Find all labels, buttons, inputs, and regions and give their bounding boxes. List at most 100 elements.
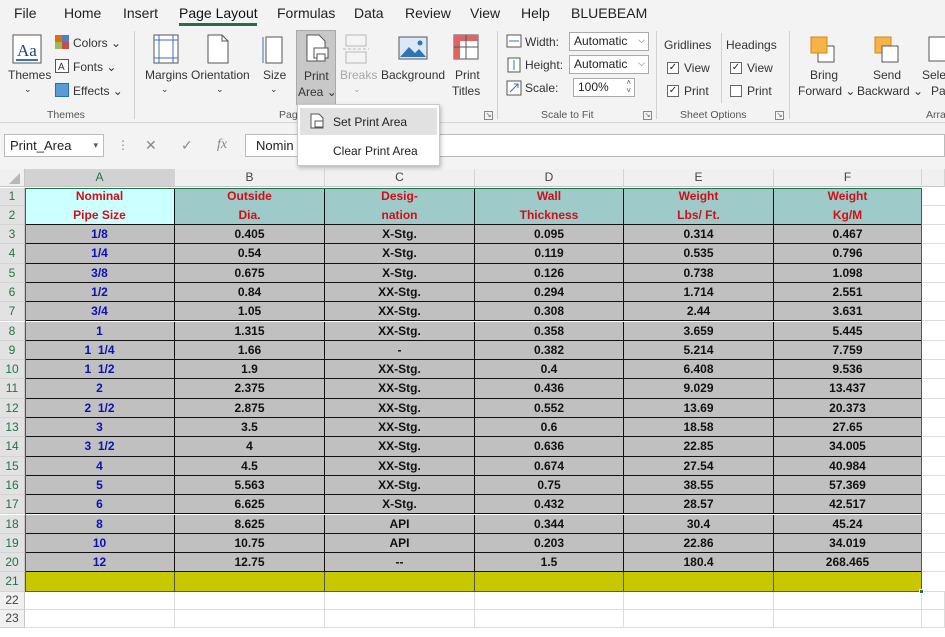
row-header-19[interactable]: 19 [0, 533, 25, 554]
table-cell[interactable]: 268.465 [774, 553, 922, 573]
row-header-11[interactable]: 11 [0, 379, 25, 399]
tab-home[interactable]: Home [64, 5, 102, 21]
table-cell[interactable]: 0.405 [175, 225, 325, 245]
header-cell[interactable]: Weight [774, 188, 922, 206]
size-chevron-icon[interactable]: ⌄ [270, 84, 278, 94]
table-cell[interactable]: 2.551 [774, 282, 922, 303]
table-cell[interactable]: XX-Stg. [325, 398, 475, 418]
background-icon[interactable] [398, 36, 428, 62]
print-titles-label-1[interactable]: Print [455, 68, 480, 82]
bring-forward-label-2[interactable]: Forward ⌄ [798, 84, 856, 98]
column-header-f[interactable]: F [774, 169, 922, 187]
themes-button[interactable]: Themes [8, 68, 52, 82]
table-cell[interactable]: 6.625 [175, 495, 325, 515]
table-cell[interactable]: 0.675 [175, 263, 325, 283]
selection-pane-label-2[interactable]: Pa [931, 84, 945, 98]
table-cell[interactable]: 0.674 [475, 456, 624, 476]
orientation-chevron-icon[interactable]: ⌄ [216, 84, 224, 94]
table-cell[interactable]: 0.344 [475, 514, 624, 534]
table-cell[interactable]: 3/4 [25, 302, 175, 322]
column-header-c[interactable]: C [325, 169, 475, 187]
table-cell[interactable]: XX-Stg. [325, 437, 475, 457]
table-cell[interactable]: X-Stg. [325, 225, 475, 245]
empty-cell[interactable] [624, 609, 774, 628]
table-cell[interactable]: 10.75 [175, 533, 325, 554]
table-cell[interactable]: 0.4 [475, 360, 624, 380]
table-cell[interactable]: 1.66 [175, 340, 325, 361]
empty-cell[interactable] [25, 591, 175, 610]
table-cell[interactable]: 12.75 [175, 553, 325, 573]
empty-cell[interactable] [922, 340, 945, 361]
header-cell[interactable]: nation [325, 206, 475, 225]
margins-chevron-icon[interactable]: ⌄ [161, 84, 169, 94]
row-header-17[interactable]: 17 [0, 495, 25, 515]
row-header-18[interactable]: 18 [0, 514, 25, 534]
size-icon[interactable] [262, 34, 284, 64]
table-cell[interactable]: 0.126 [475, 263, 624, 283]
column-header-d[interactable]: D [475, 169, 624, 187]
table-cell[interactable]: 0.552 [475, 398, 624, 418]
table-cell[interactable]: 4.5 [175, 456, 325, 476]
empty-cell[interactable] [922, 360, 945, 380]
table-cell[interactable]: 10 [25, 533, 175, 554]
table-cell[interactable]: 13.69 [624, 398, 774, 418]
empty-cell[interactable] [774, 609, 922, 628]
tab-help[interactable]: Help [521, 5, 550, 21]
empty-cell[interactable] [922, 244, 945, 264]
table-cell[interactable]: 5.445 [774, 321, 922, 341]
header-cell[interactable]: Nominal [25, 188, 175, 206]
table-cell[interactable]: 3.5 [175, 418, 325, 438]
selection-pane-icon[interactable] [926, 34, 945, 64]
table-cell[interactable]: 0.796 [774, 244, 922, 264]
orientation-icon[interactable] [205, 34, 231, 64]
empty-cell[interactable] [175, 591, 325, 610]
table-cell[interactable]: 22.86 [624, 533, 774, 554]
row-header-21[interactable]: 21 [0, 572, 25, 592]
scale-to-fit-launcher-icon[interactable]: ↘ [643, 111, 652, 120]
fonts-button[interactable]: Fonts ⌄ [73, 60, 117, 74]
header-cell[interactable]: Lbs/ Ft. [624, 206, 774, 225]
send-backward-icon[interactable] [872, 34, 902, 64]
empty-cell[interactable] [624, 591, 774, 610]
bring-forward-icon[interactable] [808, 34, 838, 64]
table-cell[interactable]: 0.535 [624, 244, 774, 264]
table-cell[interactable]: - [325, 340, 475, 361]
empty-cell[interactable] [175, 609, 325, 628]
empty-cell[interactable] [922, 225, 945, 245]
row-header-13[interactable]: 13 [0, 418, 25, 438]
empty-cell[interactable] [922, 188, 945, 206]
table-cell[interactable]: 1/2 [25, 282, 175, 303]
empty-cell[interactable] [922, 437, 945, 457]
header-cell[interactable]: Dia. [175, 206, 325, 225]
row-header-20[interactable]: 20 [0, 553, 25, 573]
spin-arrows-icon[interactable]: ˄ ˅ [626, 78, 631, 95]
header-cell[interactable]: Kg/M [774, 206, 922, 225]
empty-cell[interactable] [922, 379, 945, 399]
header-cell[interactable]: Outside [175, 188, 325, 206]
row-header-3[interactable]: 3 [0, 225, 25, 245]
height-select[interactable]: Automatic ⌵ [569, 55, 649, 74]
table-cell[interactable]: 9.029 [624, 379, 774, 399]
table-cell[interactable]: 22.85 [624, 437, 774, 457]
colors-button[interactable]: Colors ⌄ [73, 36, 122, 50]
table-cell[interactable]: 6.408 [624, 360, 774, 380]
table-cell[interactable]: 0.6 [475, 418, 624, 438]
row-header-8[interactable]: 8 [0, 321, 25, 341]
table-cell[interactable]: 1.315 [175, 321, 325, 341]
table-cell[interactable]: 7.759 [774, 340, 922, 361]
empty-cell[interactable] [922, 609, 945, 628]
row-header-23[interactable]: 23 [0, 609, 25, 628]
empty-cell[interactable] [922, 418, 945, 438]
table-cell[interactable]: XX-Stg. [325, 302, 475, 322]
table-cell[interactable]: 5.214 [624, 340, 774, 361]
margins-button[interactable]: Margins [145, 68, 188, 82]
table-cell[interactable]: 0.84 [175, 282, 325, 303]
table-cell[interactable]: 0.636 [475, 437, 624, 457]
themes-chevron-icon[interactable]: ⌄ [24, 84, 32, 94]
orientation-button[interactable]: Orientation [191, 68, 250, 82]
table-cell[interactable]: 1.098 [774, 263, 922, 283]
empty-cell[interactable] [922, 398, 945, 418]
table-cell[interactable]: X-Stg. [325, 495, 475, 515]
empty-cell[interactable] [325, 591, 475, 610]
empty-cell[interactable] [922, 495, 945, 515]
